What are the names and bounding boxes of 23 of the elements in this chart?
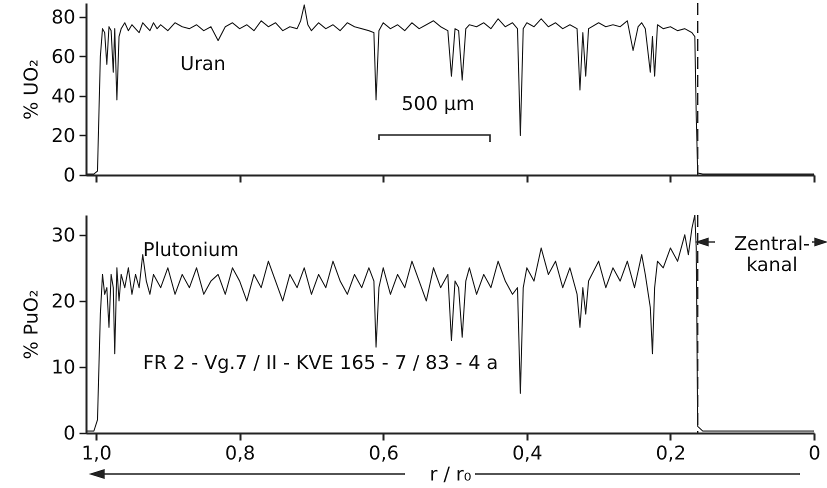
x-tick-label: 1,0: [81, 442, 112, 464]
y-axis-title: % UO₂: [20, 59, 42, 120]
annotation: Plutonium: [143, 239, 239, 261]
x-tick-label: 0,2: [656, 442, 686, 464]
y-tick-label: 30: [51, 224, 76, 246]
y-tick-label: 10: [51, 356, 76, 378]
y-tick-label: 80: [51, 6, 76, 28]
x-tick-label: 0,4: [512, 442, 542, 464]
annotation: 500 µm: [402, 93, 474, 115]
x-tick-label: 0,6: [368, 442, 399, 464]
y-tick-label: 60: [51, 46, 76, 68]
x-tick-label: 0,8: [225, 442, 256, 464]
y-tick-label: 20: [51, 290, 76, 312]
y-tick-label: 40: [51, 85, 76, 108]
x-axis-title: r / r₀: [430, 464, 472, 486]
y-axis-title: % PuO₂: [20, 290, 42, 360]
y-tick-label: 0: [63, 164, 76, 186]
annotation: Uran: [180, 53, 226, 75]
x-tick-label: 0: [808, 442, 821, 464]
annotation: FR 2 - Vg.7 / II - KVE 165 - 7 / 83 - 4 a: [143, 352, 498, 374]
y-tick-label: 0: [63, 422, 76, 444]
annotation: Zentral- kanal: [734, 233, 810, 276]
y-tick-label: 20: [51, 124, 76, 147]
